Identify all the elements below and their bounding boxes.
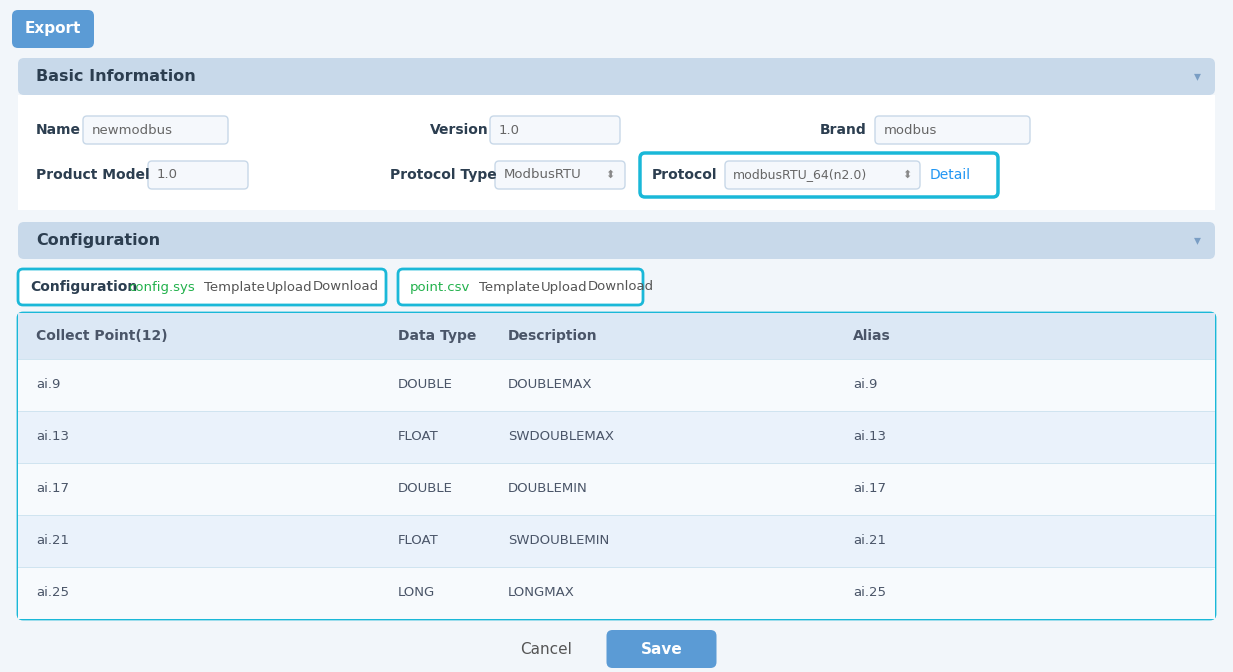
Text: newmodbus: newmodbus <box>92 124 173 136</box>
Text: ai.17: ai.17 <box>853 482 887 495</box>
FancyBboxPatch shape <box>18 269 386 305</box>
Bar <box>18 567 1215 568</box>
Text: Data Type: Data Type <box>398 329 476 343</box>
FancyBboxPatch shape <box>18 313 1215 619</box>
Bar <box>18 411 1215 412</box>
FancyBboxPatch shape <box>494 161 625 189</box>
Text: Upload: Upload <box>265 280 312 294</box>
Text: SWDOUBLEMIN: SWDOUBLEMIN <box>508 534 609 548</box>
Text: DOUBLEMAX: DOUBLEMAX <box>508 378 593 392</box>
Text: LONG: LONG <box>398 587 435 599</box>
Text: Protocol: Protocol <box>652 168 718 182</box>
Text: LONGMAX: LONGMAX <box>508 587 575 599</box>
FancyBboxPatch shape <box>640 153 997 197</box>
Bar <box>18 359 1215 411</box>
Text: ai.13: ai.13 <box>36 431 69 444</box>
Text: Download: Download <box>313 280 379 294</box>
Text: FLOAT: FLOAT <box>398 534 439 548</box>
Text: ai.9: ai.9 <box>36 378 60 392</box>
Text: Download: Download <box>588 280 653 294</box>
Text: Configuration: Configuration <box>30 280 137 294</box>
Bar <box>18 463 1215 515</box>
Text: ⬍: ⬍ <box>903 170 911 180</box>
Text: ai.25: ai.25 <box>853 587 887 599</box>
Text: FLOAT: FLOAT <box>398 431 439 444</box>
FancyBboxPatch shape <box>875 116 1030 144</box>
Text: Template: Template <box>203 280 265 294</box>
Text: ⬍: ⬍ <box>605 170 615 180</box>
Text: Alias: Alias <box>853 329 890 343</box>
Text: SWDOUBLEMAX: SWDOUBLEMAX <box>508 431 614 444</box>
Text: Product Model: Product Model <box>36 168 149 182</box>
Text: DOUBLE: DOUBLE <box>398 482 453 495</box>
FancyBboxPatch shape <box>83 116 228 144</box>
FancyBboxPatch shape <box>398 269 642 305</box>
Bar <box>18 411 1215 463</box>
Text: 1.0: 1.0 <box>499 124 520 136</box>
Text: ▾: ▾ <box>1194 233 1201 247</box>
Text: Upload: Upload <box>540 280 587 294</box>
Text: ai.9: ai.9 <box>853 378 878 392</box>
Text: Configuration: Configuration <box>36 233 160 248</box>
Text: Save: Save <box>641 642 682 657</box>
Text: Detail: Detail <box>930 168 972 182</box>
FancyBboxPatch shape <box>490 116 620 144</box>
Text: DOUBLEMIN: DOUBLEMIN <box>508 482 588 495</box>
Bar <box>18 515 1215 516</box>
Text: ai.21: ai.21 <box>853 534 887 548</box>
FancyBboxPatch shape <box>607 630 716 668</box>
Bar <box>18 567 1215 619</box>
Text: Brand: Brand <box>820 123 867 137</box>
Bar <box>18 359 1215 360</box>
Text: Cancel: Cancel <box>520 642 572 657</box>
Text: 1.0: 1.0 <box>157 169 178 181</box>
Bar <box>18 95 1215 210</box>
Text: Export: Export <box>25 22 81 36</box>
Bar <box>18 515 1215 567</box>
Bar <box>18 313 1215 359</box>
Text: ai.25: ai.25 <box>36 587 69 599</box>
Text: Protocol Type: Protocol Type <box>390 168 497 182</box>
Text: Description: Description <box>508 329 598 343</box>
Text: ▾: ▾ <box>1194 69 1201 83</box>
Text: Template: Template <box>478 280 540 294</box>
Text: modbus: modbus <box>884 124 937 136</box>
Bar <box>0 210 1233 222</box>
Text: DOUBLE: DOUBLE <box>398 378 453 392</box>
Text: ai.21: ai.21 <box>36 534 69 548</box>
Text: Basic Information: Basic Information <box>36 69 196 84</box>
Text: Version: Version <box>430 123 488 137</box>
Text: ai.17: ai.17 <box>36 482 69 495</box>
FancyBboxPatch shape <box>12 10 94 48</box>
Text: modbusRTU_64(n2.0): modbusRTU_64(n2.0) <box>732 169 867 181</box>
FancyBboxPatch shape <box>18 58 1215 95</box>
Text: Collect Point(12): Collect Point(12) <box>36 329 168 343</box>
Text: ModbusRTU: ModbusRTU <box>504 169 582 181</box>
Bar <box>18 463 1215 464</box>
FancyBboxPatch shape <box>725 161 920 189</box>
Text: config.sys: config.sys <box>128 280 195 294</box>
Text: ai.13: ai.13 <box>853 431 887 444</box>
Text: Name: Name <box>36 123 81 137</box>
FancyBboxPatch shape <box>148 161 248 189</box>
Text: point.csv: point.csv <box>411 280 470 294</box>
FancyBboxPatch shape <box>18 222 1215 259</box>
